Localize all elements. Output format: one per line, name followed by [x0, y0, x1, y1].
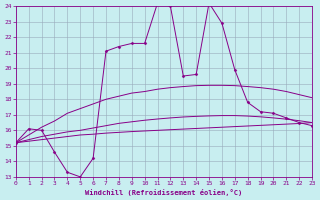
X-axis label: Windchill (Refroidissement éolien,°C): Windchill (Refroidissement éolien,°C) — [85, 189, 243, 196]
